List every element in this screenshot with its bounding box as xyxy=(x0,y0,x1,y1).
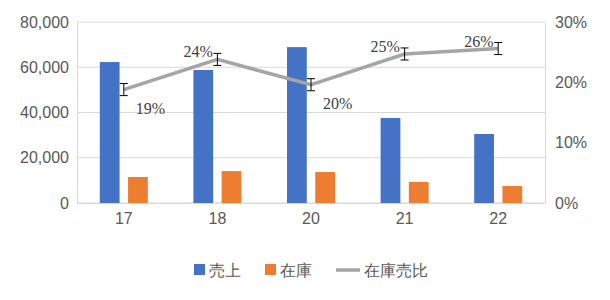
x-axis: 17 18 20 21 22 xyxy=(78,203,546,227)
data-label: 19% xyxy=(136,100,165,117)
y-tick-label: 80,000 xyxy=(20,14,69,31)
error-bar xyxy=(307,79,315,91)
error-cap xyxy=(401,47,409,48)
y-tick-label: 20,000 xyxy=(20,149,69,166)
x-tick-label: 20 xyxy=(302,210,320,227)
error-stem xyxy=(217,53,218,65)
error-stem xyxy=(311,79,312,91)
x-tick-label: 18 xyxy=(209,210,227,227)
grid-line xyxy=(77,67,545,68)
error-stem xyxy=(498,43,499,55)
x-tick: 21 xyxy=(396,203,414,227)
x-tick-label: 17 xyxy=(115,210,133,227)
bar xyxy=(193,70,213,203)
y-axis: 0 20,000 40,000 60,000 80,000 xyxy=(20,14,77,212)
data-label: 26% xyxy=(464,33,493,50)
bar xyxy=(100,62,120,203)
plot-marks xyxy=(100,43,522,203)
y-axis-line xyxy=(77,23,78,204)
legend-swatch xyxy=(194,264,205,275)
legend-swatch xyxy=(336,268,360,272)
data-label: 25% xyxy=(371,38,400,55)
y2-tick: 10% xyxy=(545,134,587,151)
data-label: 20% xyxy=(323,95,352,112)
legend: 売上 在庫 在庫売比 xyxy=(194,262,428,279)
error-cap xyxy=(401,60,409,61)
x-tick: 17 xyxy=(115,203,133,227)
legend-item: 在庫 xyxy=(265,262,312,279)
y2-tick-label: 10% xyxy=(555,134,587,151)
grid xyxy=(77,22,545,203)
bar xyxy=(287,47,307,203)
x-tick-label: 21 xyxy=(396,210,414,227)
bar xyxy=(409,182,429,203)
error-cap xyxy=(494,54,502,55)
x-tick-label: 22 xyxy=(489,210,507,227)
x-tick: 18 xyxy=(209,203,227,227)
bar xyxy=(381,118,401,203)
data-label: 24% xyxy=(183,43,212,60)
y-tick-label: 0 xyxy=(60,195,69,212)
error-stem xyxy=(123,84,124,96)
y2-tick: 30% xyxy=(545,14,587,31)
error-bar xyxy=(401,48,409,60)
y2-axis-line xyxy=(545,23,546,204)
error-bar xyxy=(120,84,128,96)
error-stem xyxy=(404,48,405,60)
y-tick: 40,000 xyxy=(20,104,77,121)
y-tick: 0 xyxy=(60,195,77,212)
legend-item: 売上 xyxy=(194,262,241,279)
grid-line xyxy=(77,22,545,23)
legend-label: 売上 xyxy=(209,262,241,279)
y-tick-label: 60,000 xyxy=(20,59,69,76)
bar xyxy=(222,171,242,203)
legend-item: 在庫売比 xyxy=(336,262,428,279)
bar xyxy=(128,177,148,203)
legend-swatch xyxy=(265,264,276,275)
y-tick-label: 40,000 xyxy=(20,104,69,121)
legend-label: 在庫 xyxy=(280,262,312,279)
y-tick: 80,000 xyxy=(20,14,77,31)
y2-tick: 0% xyxy=(545,195,578,212)
error-cap xyxy=(120,95,128,96)
y-tick: 20,000 xyxy=(20,149,77,166)
error-bar xyxy=(213,53,221,65)
error-cap xyxy=(307,78,315,79)
legend-label: 在庫売比 xyxy=(364,262,428,279)
error-cap xyxy=(494,42,502,43)
bar xyxy=(315,172,335,203)
data-labels: 19% 24% 20% 25% 26% xyxy=(136,33,494,117)
error-bar xyxy=(494,43,502,55)
error-cap xyxy=(120,83,128,84)
y2-tick-label: 20% xyxy=(555,74,587,91)
error-cap xyxy=(213,53,221,54)
error-cap xyxy=(307,90,315,91)
x-tick: 20 xyxy=(302,203,320,227)
bar xyxy=(474,134,494,203)
y2-tick-label: 30% xyxy=(555,14,587,31)
y-tick: 60,000 xyxy=(20,59,77,76)
x-axis-line xyxy=(78,203,546,204)
error-cap xyxy=(213,65,221,66)
y2-tick: 20% xyxy=(545,74,587,91)
x-tick: 22 xyxy=(489,203,507,227)
y2-tick-label: 0% xyxy=(555,195,578,212)
y2-axis: 0% 10% 20% 30% xyxy=(545,14,587,212)
bar xyxy=(502,186,522,203)
